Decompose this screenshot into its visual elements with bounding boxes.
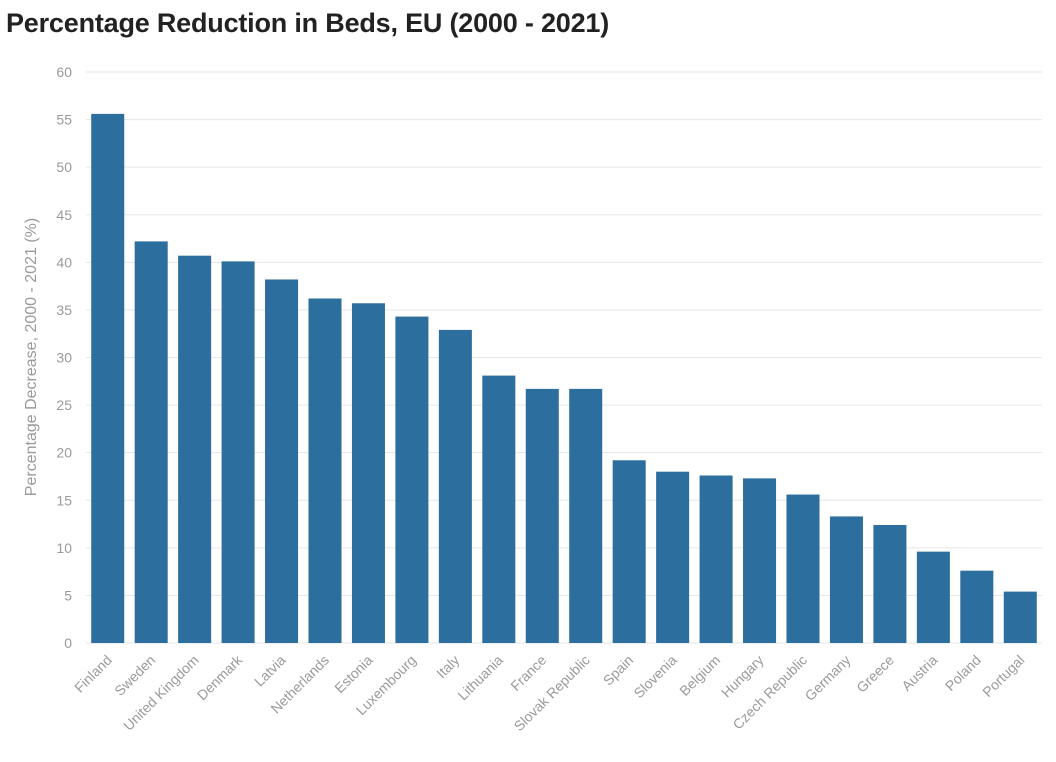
bar-united-kingdom[interactable] <box>178 255 212 643</box>
x-tick-label: Czech Republic <box>729 652 810 733</box>
bar-slovak-republic[interactable] <box>569 388 603 643</box>
y-tick-label: 30 <box>56 350 72 366</box>
y-tick-label: 55 <box>56 112 72 128</box>
x-tick-label: Italy <box>433 652 462 681</box>
y-axis-ticks: 0 5 10 15 20 25 30 35 40 45 50 55 60 <box>56 64 72 651</box>
x-tick-label: Slovenia <box>630 652 679 701</box>
bar-france[interactable] <box>525 388 559 643</box>
bars <box>91 113 1037 643</box>
bar-czech-republic[interactable] <box>786 494 820 643</box>
x-tick-label: Poland <box>942 652 984 694</box>
x-tick-label: Lithuania <box>454 652 506 704</box>
y-axis-title: Percentage Decrease, 2000 - 2021 (%) <box>23 218 40 496</box>
y-tick-label: 15 <box>56 492 72 508</box>
x-tick-label: Greece <box>853 652 897 696</box>
y-tick-label: 0 <box>64 635 72 651</box>
x-tick-label: Portugal <box>979 652 1027 700</box>
x-tick-label: Slovak Republic <box>511 652 593 734</box>
chart-title: Percentage Reduction in Beds, EU (2000 -… <box>6 8 610 38</box>
y-tick-label: 35 <box>56 302 72 318</box>
x-tick-label: Germany <box>802 652 854 704</box>
bar-austria[interactable] <box>916 551 950 643</box>
y-tick-label: 60 <box>56 64 72 80</box>
x-tick-label: Austria <box>898 652 940 694</box>
y-tick-label: 45 <box>56 207 72 223</box>
x-tick-label: Finland <box>71 652 115 696</box>
bar-spain[interactable] <box>612 460 646 643</box>
bar-germany[interactable] <box>829 516 863 643</box>
bar-italy[interactable] <box>438 329 472 643</box>
bar-sweden[interactable] <box>134 241 168 643</box>
bar-luxembourg[interactable] <box>395 316 429 643</box>
x-tick-label: Denmark <box>194 651 246 703</box>
bar-greece[interactable] <box>873 524 907 643</box>
y-tick-label: 40 <box>56 254 72 270</box>
y-tick-label: 10 <box>56 540 72 556</box>
bar-belgium[interactable] <box>699 475 733 643</box>
bar-finland[interactable] <box>91 113 125 643</box>
x-tick-label: Belgium <box>676 652 723 699</box>
y-tick-label: 25 <box>56 397 72 413</box>
bar-lithuania[interactable] <box>482 375 516 643</box>
y-tick-label: 5 <box>64 587 72 603</box>
bar-netherlands[interactable] <box>308 298 342 643</box>
x-tick-label: France <box>507 652 549 694</box>
y-tick-label: 50 <box>56 159 72 175</box>
x-tick-label: Spain <box>600 652 637 689</box>
x-tick-label: Latvia <box>251 652 289 690</box>
bar-portugal[interactable] <box>1003 591 1037 643</box>
bar-poland[interactable] <box>960 570 994 643</box>
bar-latvia[interactable] <box>265 279 299 643</box>
bar-estonia[interactable] <box>351 303 385 643</box>
x-tick-label: United Kingdom <box>120 652 202 734</box>
bar-hungary[interactable] <box>743 478 777 643</box>
bar-denmark[interactable] <box>221 261 255 643</box>
y-tick-label: 20 <box>56 445 72 461</box>
bar-slovenia[interactable] <box>656 471 690 643</box>
